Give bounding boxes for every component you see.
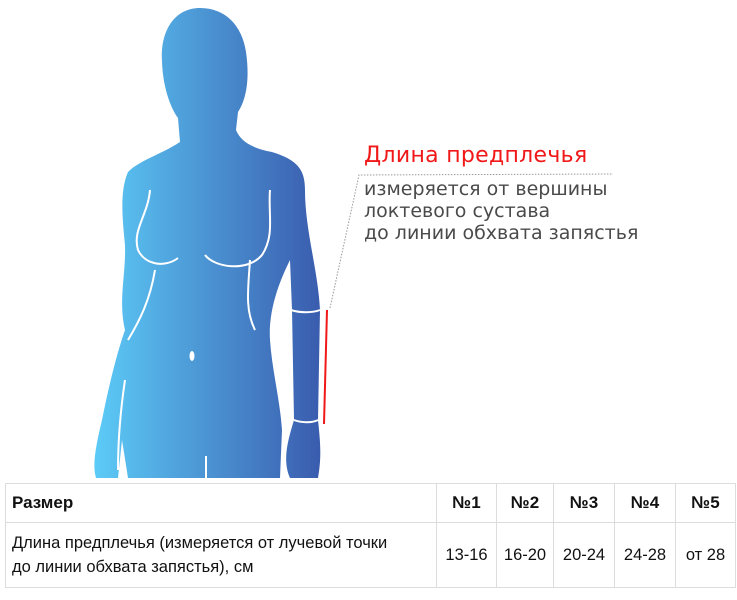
annotation-line: локтевого сустава <box>364 200 551 222</box>
value-cell: от 28 <box>675 522 736 588</box>
silhouette-shape <box>94 8 321 478</box>
table-row: Длина предплечья (измеряется от лучевой … <box>5 522 736 588</box>
size-table: Размер №1 №2 №3 №4 №5 Длина предплечья (… <box>5 483 736 588</box>
value-cell: 13-16 <box>436 522 497 588</box>
header-cell: №2 <box>496 483 554 523</box>
value-cell: 24-28 <box>614 522 676 588</box>
header-cell: №1 <box>436 483 497 523</box>
annotation-line: измеряется от вершины <box>364 178 608 200</box>
navel <box>189 351 195 361</box>
value-cell: 20-24 <box>553 522 615 588</box>
body-silhouette <box>94 8 614 478</box>
annotation-title: Длина предплечья <box>364 143 588 168</box>
row-label-line: до линии обхвата запястья), см <box>12 558 254 576</box>
annotation-line: до линии обхвата запястья <box>364 222 639 244</box>
header-cell: №4 <box>614 483 676 523</box>
leader-line <box>329 173 614 309</box>
row-label-line: Длина предплечья (измеряется от лучевой … <box>12 534 388 552</box>
body-contour-lines <box>117 189 321 478</box>
table-header-row: Размер №1 №2 №3 №4 №5 <box>5 483 736 523</box>
header-cell: №3 <box>553 483 615 523</box>
annotation-description: измеряется от вершины локтевого сустава … <box>364 178 638 244</box>
row-label: Длина предплечья (измеряется от лучевой … <box>5 522 437 588</box>
forearm-measure-line <box>323 309 328 425</box>
value-cell: 16-20 <box>496 522 554 588</box>
header-cell: Размер <box>5 483 437 523</box>
header-cell: №5 <box>675 483 736 523</box>
